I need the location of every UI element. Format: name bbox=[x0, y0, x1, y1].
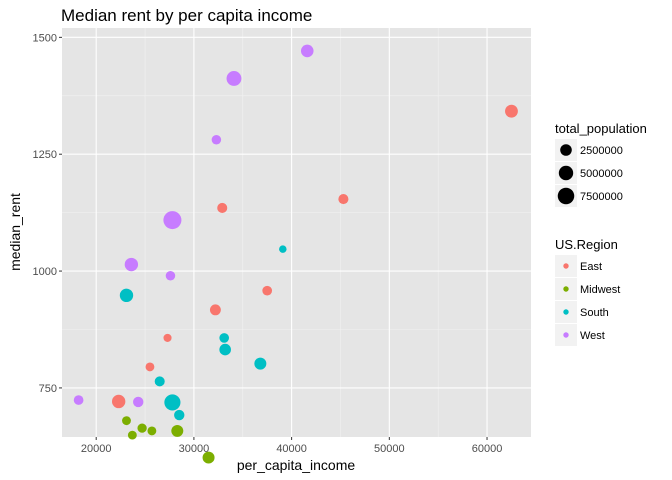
grid-minor bbox=[62, 28, 531, 437]
data-point-west bbox=[165, 270, 176, 281]
data-point-east bbox=[163, 333, 172, 342]
data-point-south bbox=[219, 333, 230, 343]
color-legend-label: West bbox=[580, 330, 605, 342]
data-point-west bbox=[73, 395, 84, 405]
x-axis-title: per_capita_income bbox=[237, 457, 356, 473]
data-point-midwest bbox=[127, 430, 137, 440]
data-point-south bbox=[254, 357, 267, 370]
chart-title: Median rent by per capita income bbox=[61, 6, 312, 25]
data-point-east bbox=[505, 104, 518, 118]
legend: total_population 2500000 5000000 7500000 U… bbox=[555, 121, 647, 346]
size-legend: 2500000 5000000 7500000 bbox=[555, 139, 623, 207]
y-axis: 750 1000 1250 1500 bbox=[33, 32, 62, 395]
y-tick-label: 1000 bbox=[33, 266, 57, 278]
x-tick-label: 40000 bbox=[276, 443, 307, 455]
size-legend-dot bbox=[558, 165, 574, 181]
size-legend-title: total_population bbox=[555, 121, 647, 136]
x-axis: 20000 30000 40000 50000 60000 bbox=[81, 437, 502, 455]
size-legend-dot bbox=[557, 187, 575, 205]
color-legend-dot-south bbox=[563, 309, 569, 315]
data-point-midwest bbox=[202, 451, 215, 464]
color-legend-label: Midwest bbox=[580, 284, 620, 296]
data-point-midwest bbox=[147, 426, 157, 436]
x-tick-label: 20000 bbox=[81, 443, 112, 455]
y-tick-label: 1500 bbox=[33, 32, 57, 44]
data-point-midwest bbox=[122, 416, 131, 426]
color-legend-title: US.Region bbox=[555, 237, 618, 252]
data-point-west bbox=[124, 257, 139, 272]
size-legend-label: 2500000 bbox=[580, 145, 623, 157]
data-point-east bbox=[217, 202, 228, 213]
grid-major bbox=[62, 28, 531, 437]
data-point-west bbox=[163, 211, 182, 230]
size-legend-dot bbox=[560, 144, 572, 156]
data-point-east bbox=[262, 285, 273, 296]
data-point-south bbox=[164, 394, 181, 411]
y-tick-label: 750 bbox=[39, 383, 57, 395]
data-point-south bbox=[154, 376, 165, 387]
color-legend-label: South bbox=[580, 307, 609, 319]
color-legend: East Midwest South West bbox=[555, 255, 620, 346]
data-point-west bbox=[300, 44, 314, 58]
data-point-east bbox=[209, 304, 221, 316]
y-axis-title: median_rent bbox=[7, 193, 23, 271]
data-point-east bbox=[338, 194, 349, 205]
y-tick-label: 1250 bbox=[33, 149, 57, 161]
x-tick-label: 30000 bbox=[179, 443, 210, 455]
data-point-midwest bbox=[171, 424, 184, 437]
size-legend-label: 7500000 bbox=[580, 191, 623, 203]
plot-panel bbox=[62, 28, 531, 437]
data-point-south bbox=[279, 245, 287, 253]
x-tick-label: 50000 bbox=[374, 443, 405, 455]
data-point-midwest bbox=[137, 423, 147, 433]
data-point-south bbox=[174, 409, 185, 421]
data-point-west bbox=[226, 71, 242, 86]
size-legend-label: 5000000 bbox=[580, 168, 623, 180]
x-tick-label: 60000 bbox=[472, 443, 503, 455]
data-point-east bbox=[145, 362, 155, 372]
data-point-east bbox=[111, 394, 126, 409]
color-legend-dot-midwest bbox=[563, 286, 569, 292]
data-point-south bbox=[219, 343, 231, 356]
data-point-west bbox=[211, 134, 222, 145]
color-legend-dot-east bbox=[563, 263, 569, 269]
data-point-south bbox=[119, 288, 134, 303]
data-points bbox=[73, 44, 518, 464]
color-legend-label: East bbox=[580, 261, 602, 273]
data-point-west bbox=[133, 396, 144, 408]
color-legend-dot-west bbox=[563, 332, 569, 338]
